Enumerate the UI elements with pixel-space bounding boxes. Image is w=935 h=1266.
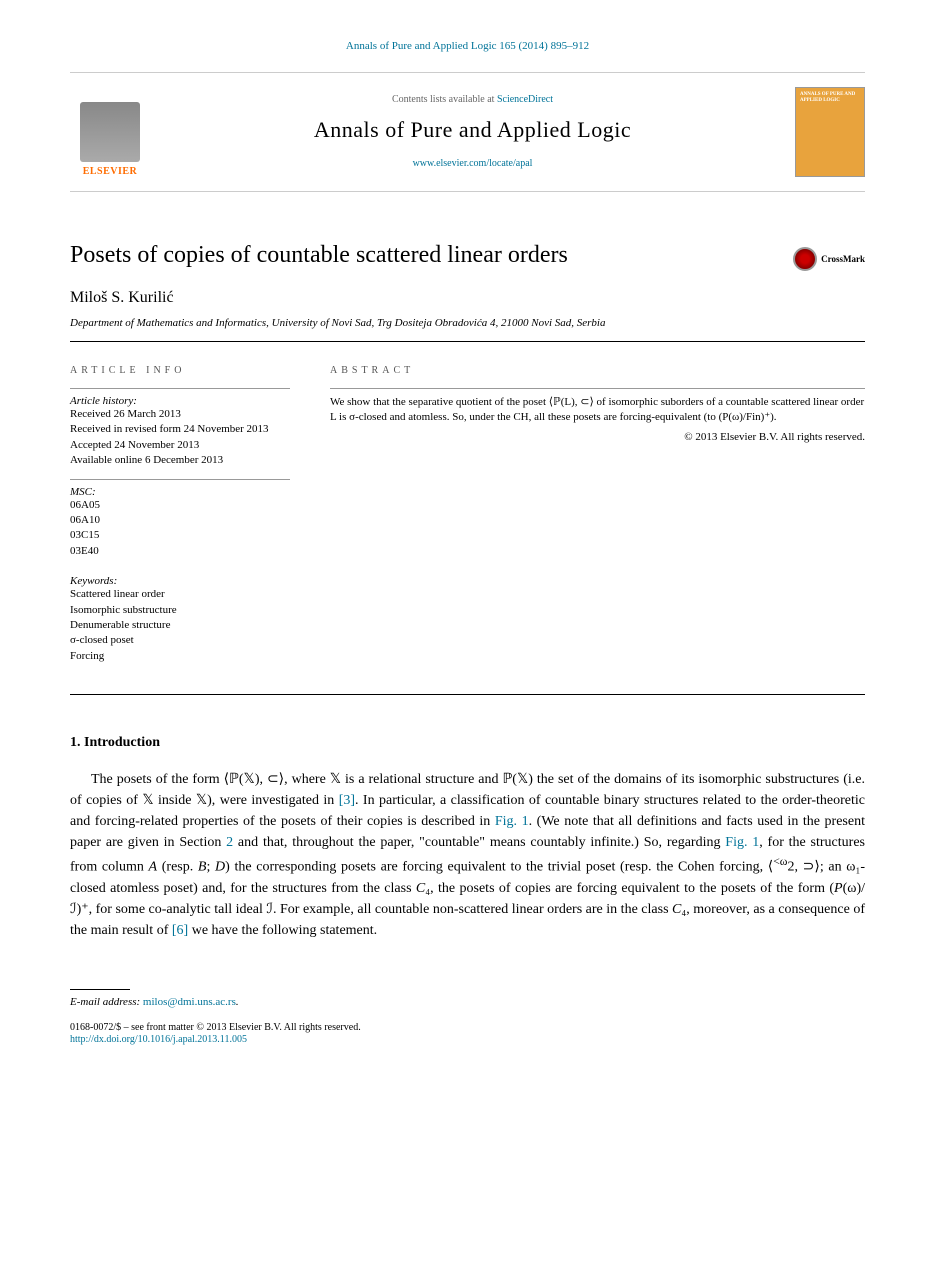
msc-code: 06A10 bbox=[70, 513, 290, 528]
header-citation[interactable]: Annals of Pure and Applied Logic 165 (20… bbox=[70, 40, 865, 52]
author-affiliation: Department of Mathematics and Informatic… bbox=[70, 317, 865, 342]
abstract-copyright: © 2013 Elsevier B.V. All rights reserved… bbox=[330, 430, 865, 445]
keyword: Isomorphic substructure bbox=[70, 603, 290, 618]
author-name[interactable]: Miloš S. Kurilić bbox=[70, 289, 865, 307]
contents-prefix: Contents lists available at bbox=[392, 94, 497, 105]
keyword: Scattered linear order bbox=[70, 587, 290, 602]
keywords-section: Keywords: Scattered linear order Isomorp… bbox=[70, 569, 290, 664]
abstract-column: ABSTRACT We show that the separative quo… bbox=[330, 365, 865, 674]
sciencedirect-link[interactable]: ScienceDirect bbox=[497, 94, 553, 105]
msc-label: MSC: bbox=[70, 486, 290, 498]
header-box: ELSEVIER Contents lists available at Sci… bbox=[70, 72, 865, 192]
online-date: Available online 6 December 2013 bbox=[70, 453, 290, 468]
abstract-body: We show that the separative quotient of … bbox=[330, 396, 864, 423]
cover-title: ANNALS OF PURE AND APPLIED LOGIC bbox=[800, 92, 860, 104]
section-heading: 1. Introduction bbox=[70, 735, 865, 751]
keyword: Forcing bbox=[70, 649, 290, 664]
doi-link[interactable]: http://dx.doi.org/10.1016/j.apal.2013.11… bbox=[70, 1034, 247, 1045]
email-link[interactable]: milos@dmi.uns.ac.rs bbox=[143, 996, 236, 1008]
ref-link-6[interactable]: [6] bbox=[172, 923, 188, 938]
header-center: Contents lists available at ScienceDirec… bbox=[150, 94, 795, 171]
elsevier-label: ELSEVIER bbox=[83, 166, 138, 177]
info-heading: ARTICLE INFO bbox=[70, 365, 290, 376]
fig-link-1b[interactable]: Fig. 1 bbox=[725, 835, 759, 850]
elsevier-logo[interactable]: ELSEVIER bbox=[70, 87, 150, 177]
intro-paragraph: The posets of the form ⟨ℙ(𝕏), ⊂⟩, where … bbox=[70, 769, 865, 941]
msc-code: 06A05 bbox=[70, 498, 290, 513]
history-label: Article history: bbox=[70, 395, 290, 407]
article-info-column: ARTICLE INFO Article history: Received 2… bbox=[70, 365, 290, 674]
fig-link-1a[interactable]: Fig. 1 bbox=[495, 814, 529, 829]
abstract-text: We show that the separative quotient of … bbox=[330, 388, 865, 445]
info-abstract-row: ARTICLE INFO Article history: Received 2… bbox=[70, 350, 865, 695]
footer-divider bbox=[70, 989, 130, 990]
elsevier-tree-icon bbox=[80, 102, 140, 162]
revised-date: Received in revised form 24 November 201… bbox=[70, 422, 290, 437]
journal-name: Annals of Pure and Applied Logic bbox=[170, 117, 775, 143]
abstract-heading: ABSTRACT bbox=[330, 365, 865, 376]
keyword: Denumerable structure bbox=[70, 618, 290, 633]
contents-line: Contents lists available at ScienceDirec… bbox=[170, 94, 775, 105]
keywords-label: Keywords: bbox=[70, 575, 290, 587]
ref-link-3[interactable]: [3] bbox=[339, 793, 355, 808]
journal-cover-thumbnail[interactable]: ANNALS OF PURE AND APPLIED LOGIC bbox=[795, 87, 865, 177]
keyword: σ-closed poset bbox=[70, 633, 290, 648]
section-title: Introduction bbox=[84, 735, 160, 750]
history-section: Article history: Received 26 March 2013 … bbox=[70, 388, 290, 469]
crossmark-icon bbox=[793, 247, 817, 271]
journal-url-link[interactable]: www.elsevier.com/locate/apal bbox=[413, 158, 533, 169]
crossmark-label: CrossMark bbox=[821, 254, 865, 264]
msc-code: 03C15 bbox=[70, 528, 290, 543]
email-line: E-mail address: milos@dmi.uns.ac.rs. bbox=[70, 996, 865, 1008]
page-footer: E-mail address: milos@dmi.uns.ac.rs. 016… bbox=[70, 981, 865, 1045]
title-row: Posets of copies of countable scattered … bbox=[70, 242, 865, 289]
email-label: E-mail address: bbox=[70, 996, 140, 1008]
received-date: Received 26 March 2013 bbox=[70, 407, 290, 422]
accepted-date: Accepted 24 November 2013 bbox=[70, 438, 290, 453]
msc-code: 03E40 bbox=[70, 544, 290, 559]
article-title: Posets of copies of countable scattered … bbox=[70, 242, 568, 269]
section-number: 1. bbox=[70, 735, 81, 750]
section-link-2[interactable]: 2 bbox=[226, 835, 233, 850]
issn-line: 0168-0072/$ – see front matter © 2013 El… bbox=[70, 1022, 865, 1033]
crossmark-badge[interactable]: CrossMark bbox=[793, 247, 865, 271]
msc-section: MSC: 06A05 06A10 03C15 03E40 bbox=[70, 479, 290, 560]
